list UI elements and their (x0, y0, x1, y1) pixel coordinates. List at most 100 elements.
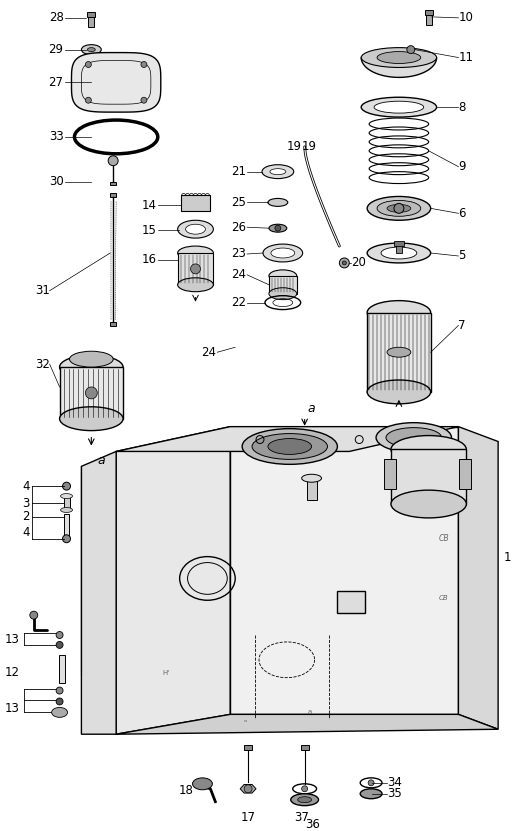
Circle shape (141, 61, 147, 67)
Text: CB: CB (439, 595, 448, 602)
Ellipse shape (252, 434, 328, 460)
Text: 27: 27 (48, 76, 63, 89)
Bar (178, 253, 213, 285)
Bar (396, 245, 402, 253)
Circle shape (56, 687, 63, 694)
Ellipse shape (377, 52, 421, 63)
Ellipse shape (374, 101, 424, 113)
Polygon shape (71, 52, 161, 112)
Circle shape (394, 204, 404, 214)
Ellipse shape (361, 97, 437, 117)
Text: a: a (307, 710, 311, 715)
Polygon shape (116, 715, 498, 735)
Ellipse shape (51, 707, 68, 717)
Text: 25: 25 (231, 196, 246, 209)
Bar (337, 592, 365, 613)
Text: 1: 1 (504, 551, 512, 564)
Ellipse shape (70, 352, 113, 367)
Text: 26: 26 (231, 221, 246, 234)
Text: 19: 19 (287, 140, 302, 154)
Text: 9: 9 (459, 160, 466, 173)
Ellipse shape (361, 47, 437, 67)
Circle shape (30, 611, 38, 619)
Bar (60, 367, 123, 419)
Circle shape (85, 97, 92, 103)
Polygon shape (116, 426, 459, 451)
Text: 37: 37 (294, 811, 309, 824)
Text: 31: 31 (35, 284, 49, 297)
Text: 16: 16 (142, 253, 157, 267)
Text: 24: 24 (231, 268, 246, 282)
Bar (59, 655, 64, 682)
Ellipse shape (291, 794, 319, 805)
Text: 29: 29 (48, 43, 63, 57)
Ellipse shape (269, 224, 287, 232)
Text: 30: 30 (49, 175, 63, 188)
Bar (426, 15, 432, 25)
Ellipse shape (242, 429, 337, 465)
Ellipse shape (376, 423, 451, 452)
Circle shape (190, 264, 201, 274)
Text: 35: 35 (387, 787, 402, 800)
Ellipse shape (367, 196, 431, 220)
Text: a: a (97, 455, 105, 467)
Bar (307, 478, 317, 500)
Bar (63, 496, 70, 510)
Text: 13: 13 (5, 633, 20, 647)
Text: 19: 19 (302, 140, 317, 154)
Bar (367, 312, 431, 392)
Circle shape (62, 482, 71, 490)
Ellipse shape (269, 288, 297, 300)
Circle shape (275, 225, 281, 231)
Ellipse shape (268, 439, 311, 455)
Text: 11: 11 (459, 51, 473, 64)
Ellipse shape (367, 301, 431, 324)
Bar (394, 241, 404, 246)
Circle shape (62, 535, 71, 543)
Text: 4: 4 (22, 479, 30, 493)
Text: 36: 36 (305, 818, 320, 831)
Ellipse shape (302, 475, 321, 482)
Text: 21: 21 (231, 165, 246, 178)
Circle shape (342, 261, 346, 265)
Text: 14: 14 (142, 199, 157, 212)
Ellipse shape (60, 407, 123, 430)
Circle shape (244, 784, 252, 793)
Text: 22: 22 (231, 296, 246, 309)
Text: 20: 20 (352, 257, 366, 269)
Text: 18: 18 (179, 784, 193, 797)
Circle shape (407, 46, 415, 53)
Circle shape (85, 387, 97, 399)
Bar (460, 460, 471, 489)
Text: 15: 15 (142, 224, 157, 237)
Ellipse shape (271, 248, 295, 258)
Ellipse shape (270, 169, 286, 175)
Bar (269, 276, 297, 293)
Circle shape (108, 155, 118, 165)
Circle shape (56, 698, 63, 705)
Text: 24: 24 (201, 346, 216, 359)
Bar (110, 322, 116, 327)
Bar (425, 10, 433, 15)
Polygon shape (116, 426, 230, 735)
Circle shape (368, 779, 374, 786)
Circle shape (302, 786, 308, 792)
Bar (301, 745, 308, 750)
Text: H': H' (162, 670, 170, 676)
Bar (180, 195, 211, 211)
Polygon shape (361, 57, 437, 77)
Bar (391, 450, 466, 504)
Text: 10: 10 (459, 12, 473, 24)
Circle shape (56, 642, 63, 648)
Ellipse shape (60, 494, 72, 499)
Ellipse shape (360, 789, 382, 799)
Bar (87, 12, 95, 17)
Ellipse shape (178, 246, 213, 260)
Bar (110, 181, 116, 184)
Text: 4: 4 (22, 526, 30, 539)
Text: a: a (308, 401, 315, 415)
Text: 3: 3 (22, 497, 30, 509)
Ellipse shape (186, 224, 205, 234)
Text: 32: 32 (35, 357, 49, 371)
Ellipse shape (82, 45, 101, 55)
